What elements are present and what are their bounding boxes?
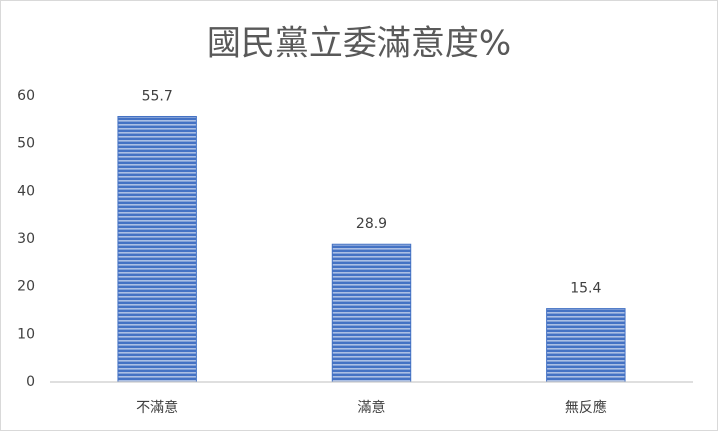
x-tick-label: 無反應 bbox=[565, 399, 607, 416]
y-tick-label: 0 bbox=[26, 374, 35, 390]
chart-title: 國民黨立委滿意度% bbox=[207, 24, 511, 64]
y-tick-label: 40 bbox=[17, 183, 35, 199]
bar bbox=[117, 115, 197, 383]
y-tick-label: 30 bbox=[17, 231, 35, 247]
y-tick-label: 10 bbox=[17, 326, 35, 342]
bar bbox=[546, 308, 626, 383]
data-label: 28.9 bbox=[356, 216, 387, 232]
y-tick-label: 60 bbox=[17, 88, 35, 104]
bar bbox=[331, 243, 412, 383]
y-tick-label: 50 bbox=[17, 136, 35, 152]
x-tick-label: 滿意 bbox=[358, 399, 386, 416]
data-label: 15.4 bbox=[570, 281, 601, 297]
x-tick-label: 不滿意 bbox=[136, 399, 178, 416]
data-label: 55.7 bbox=[142, 88, 173, 104]
y-tick-label: 20 bbox=[17, 279, 35, 295]
